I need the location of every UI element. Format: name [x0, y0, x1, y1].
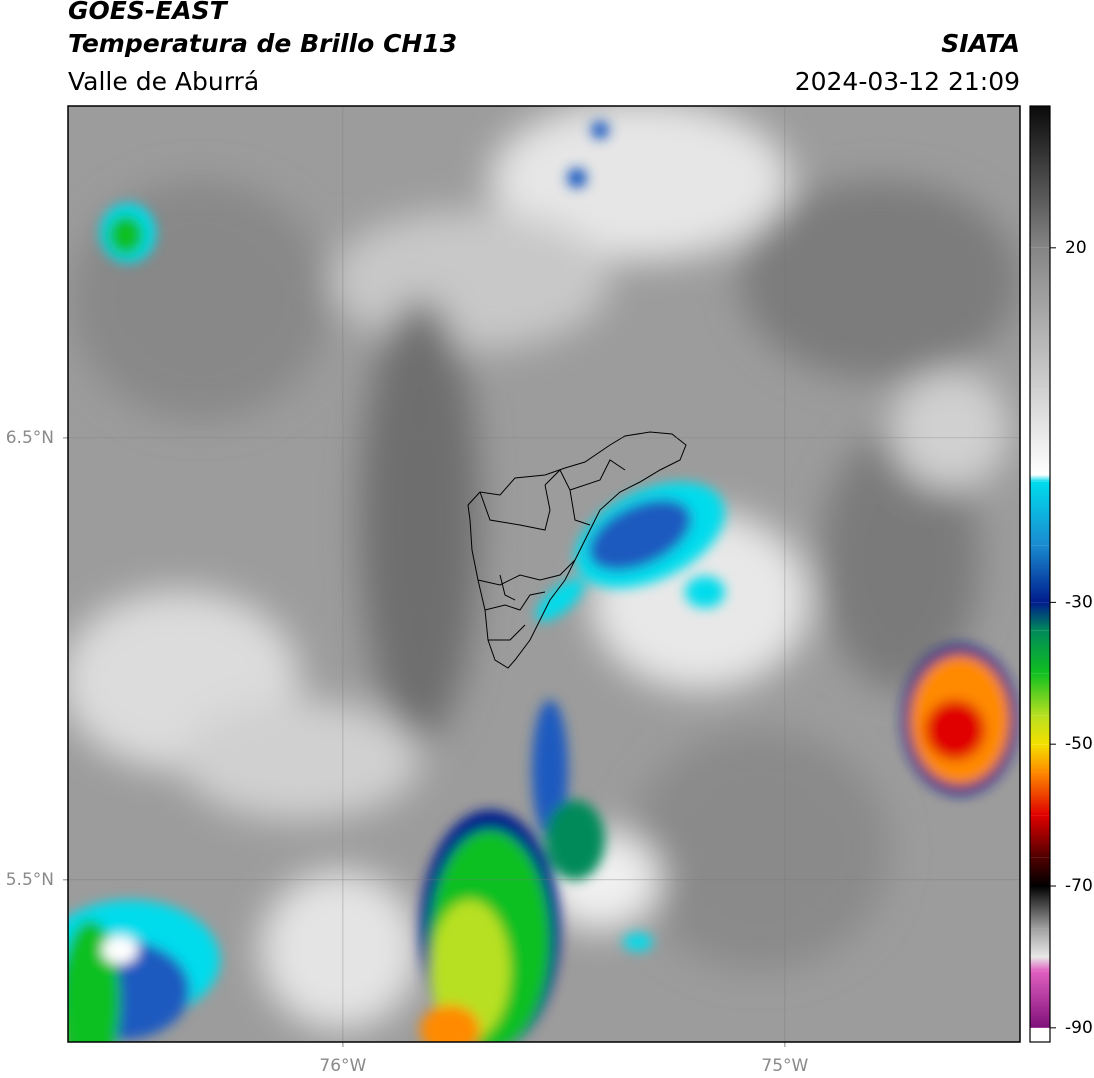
imagery [68, 106, 1020, 1042]
colorbar-frame [1029, 105, 1051, 1043]
colorbar-segment [1030, 815, 1050, 858]
product-title: Temperatura de Brillo CH13 [68, 29, 457, 58]
lon-tick-label: 76°W [319, 1056, 366, 1076]
colorbar-segment [1030, 630, 1050, 674]
colorbar-segment [1030, 971, 1050, 1028]
municipal-boundaries [467, 431, 687, 669]
colorbar-segment [1030, 545, 1050, 603]
colorbar-segment [1030, 956, 1050, 972]
lat-tick-label: 5.5°N [6, 870, 54, 890]
colorbar-segment [1030, 715, 1050, 745]
source-title: GOES-EAST [68, 0, 229, 25]
colorbar-tick-label: -30 [1065, 592, 1093, 612]
colorbar-segment [1030, 772, 1050, 816]
colorbar-tick-label: -70 [1065, 876, 1093, 896]
colorbar-segment [1030, 744, 1050, 773]
lat-tick-label: 6.5°N [6, 428, 54, 448]
colorbar-tick-label: 20 [1065, 238, 1087, 258]
cold-cloud-tops [68, 121, 1018, 1042]
lon-tick-label: 75°W [761, 1056, 808, 1076]
colorbar-segment [1030, 602, 1050, 631]
region-label: Valle de Aburrá [68, 67, 259, 96]
colorbar-tick-label: -90 [1065, 1018, 1093, 1038]
map-frame [67, 105, 1021, 1043]
colorbar-segment [1030, 474, 1050, 482]
colorbar-segment [1030, 389, 1050, 475]
colorbar-segment [1030, 673, 1050, 716]
colorbar-segment [1030, 247, 1050, 390]
colorbar-tick-label: -50 [1065, 734, 1093, 754]
colorbar-segment [1030, 106, 1050, 248]
org-label: SIATA [941, 29, 1020, 58]
graticule: 76°W 75°W 6.5°N 5.5°N [6, 106, 1020, 1076]
colorbar-segment [1030, 857, 1050, 886]
colorbar-segment [1030, 928, 1050, 957]
colorbar-segment [1030, 481, 1050, 546]
datetime-label: 2024-03-12 21:09 [795, 67, 1020, 96]
colorbar: 20 -30 -50 -70 -90 [1030, 106, 1093, 1038]
colorbar-segment [1030, 886, 1050, 929]
